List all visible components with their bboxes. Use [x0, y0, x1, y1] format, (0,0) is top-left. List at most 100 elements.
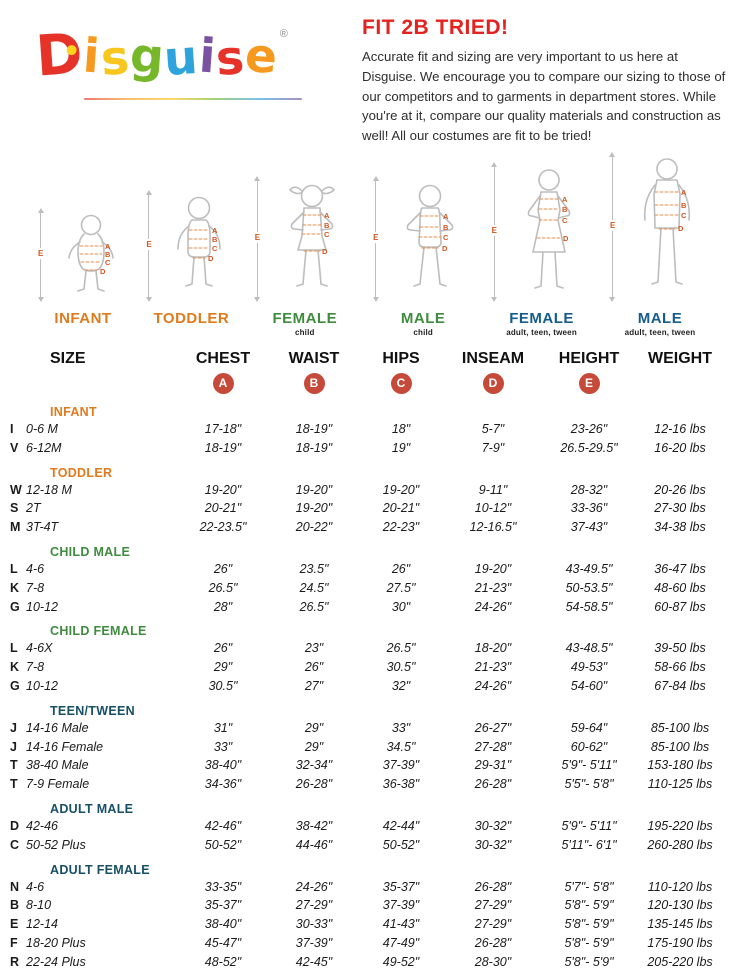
row-value: 39-50 lbs [654, 641, 706, 656]
figure-label: MALE [400, 309, 446, 327]
row-value: 50-52" [382, 837, 420, 852]
figure-sublabel: adult, teen, tween [624, 327, 696, 337]
row-key: S [10, 501, 19, 516]
row-value: 19" [391, 440, 411, 455]
svg-text:B: B [443, 223, 449, 232]
row-value: 20-26 lbs [654, 482, 706, 497]
row-value: 24.5" [299, 580, 329, 595]
measure-letter-e: E [37, 247, 45, 259]
row-value: 26.5" [386, 641, 416, 656]
row-value: 44-46" [295, 837, 333, 852]
row-value: 29" [304, 739, 324, 754]
row-size: 6-12M [26, 440, 62, 455]
row-value: 58-66 lbs [654, 660, 706, 675]
row-value: 34-36" [204, 777, 242, 792]
row-value: 26" [391, 561, 411, 576]
row-value: 5'5"- 5'8" [564, 777, 614, 792]
measure-letter-e: E [372, 231, 380, 243]
row-value: 42-45" [295, 954, 333, 969]
size-table-grid: SIZE CHEST WAIST HIPS INSEAM HEIGHT WEIGHT A B C D… [10, 344, 728, 972]
measure-letter-e: E [253, 231, 262, 243]
row-value: 20-22" [295, 520, 333, 535]
col-header-hips: HIPS [382, 349, 420, 367]
row-size: 14-16 Male [26, 720, 89, 735]
row-value: 45-47" [204, 935, 242, 950]
row-value: 27.5" [386, 580, 416, 595]
row-size: 10-12 [26, 678, 58, 693]
row-key: E [10, 917, 19, 932]
measure-letter-e: E [145, 238, 153, 250]
row-value: 29" [304, 720, 324, 735]
row-value: 20-21" [382, 501, 420, 516]
figure-label: MALE [637, 309, 683, 327]
row-value: 19-20" [382, 482, 420, 497]
badge-cell: A [176, 371, 270, 397]
row-key: M [10, 520, 21, 535]
row-value: 48-60 lbs [654, 580, 706, 595]
row-size: 7-9 Female [26, 777, 90, 792]
figure-boy: E A B C D MALE child [372, 152, 471, 338]
row-value: 85-100 lbs [650, 739, 710, 754]
row-value: 23-26" [570, 421, 608, 436]
badge-cell: E [542, 371, 636, 397]
row-value: 22-23.5" [199, 520, 247, 535]
col-header-chest: CHEST [195, 349, 251, 367]
row-value: 42-46" [204, 818, 242, 833]
badge-cell: C [358, 371, 444, 397]
row-key: C [10, 837, 20, 852]
height-measure-line: E [372, 175, 380, 302]
row-value: 10-12" [474, 501, 512, 516]
row-value: 27-29" [474, 917, 512, 932]
row-value: 9-11" [478, 482, 508, 497]
figure-label: FEMALE [272, 309, 338, 327]
row-key: F [10, 935, 18, 950]
intro-block: FIT 2B TRIED! Accurate fit and sizing ar… [362, 14, 726, 146]
row-value: 5'8"- 5'9" [564, 954, 614, 969]
row-value: 195-220 lbs [647, 818, 713, 833]
row-value: 26-27" [474, 720, 512, 735]
row-value: 26-28" [295, 777, 333, 792]
row-key: J [10, 739, 17, 754]
row-value: 43-49.5" [565, 561, 613, 576]
row-key: N [10, 879, 20, 894]
svg-text:A: A [324, 211, 330, 220]
figure-man: E A B C D MALE adult, teen, tween [608, 151, 708, 338]
measurement-badge-c: C [390, 372, 412, 394]
row-value: 23.5" [299, 561, 329, 576]
row-value: 38-42" [295, 818, 333, 833]
row-value: 110-120 lbs [647, 879, 713, 894]
row-value: 260-280 lbs [647, 837, 713, 852]
badge-cell: D [444, 371, 542, 397]
row-value: 50-53.5" [565, 580, 613, 595]
row-value: 28-32" [570, 482, 608, 497]
row-value: 47-49" [382, 935, 420, 950]
measurement-badge-b: B [303, 372, 325, 394]
section-title: ADULT MALE [50, 801, 134, 816]
row-value: 26.5" [208, 580, 238, 595]
row-value: 28" [213, 599, 233, 614]
row-value: 19-20" [204, 482, 242, 497]
row-value: 37-39" [295, 935, 333, 950]
row-value: 175-190 lbs [647, 935, 713, 950]
svg-text:C: C [562, 216, 568, 225]
row-value: 19-20" [474, 561, 512, 576]
section-title: INFANT [50, 404, 97, 419]
row-value: 42-44" [382, 818, 420, 833]
row-value: 34-38 lbs [654, 520, 706, 535]
row-value: 7-9" [481, 440, 505, 455]
row-size: 12-14 [26, 917, 58, 932]
badge-spacer [10, 381, 176, 386]
row-value: 48-52" [204, 954, 242, 969]
row-size: 3T-4T [26, 520, 59, 535]
row-size: 8-10 [26, 898, 52, 913]
logo-block: Disguise® [34, 14, 336, 146]
svg-text:D: D [322, 247, 328, 256]
row-value: 26-28" [474, 935, 512, 950]
figure-sublabel: adult, teen, tween [506, 327, 577, 337]
svg-text:B: B [212, 235, 218, 244]
figure-infant: E A B C D INFANT [37, 152, 126, 338]
row-value: 33" [213, 739, 233, 754]
